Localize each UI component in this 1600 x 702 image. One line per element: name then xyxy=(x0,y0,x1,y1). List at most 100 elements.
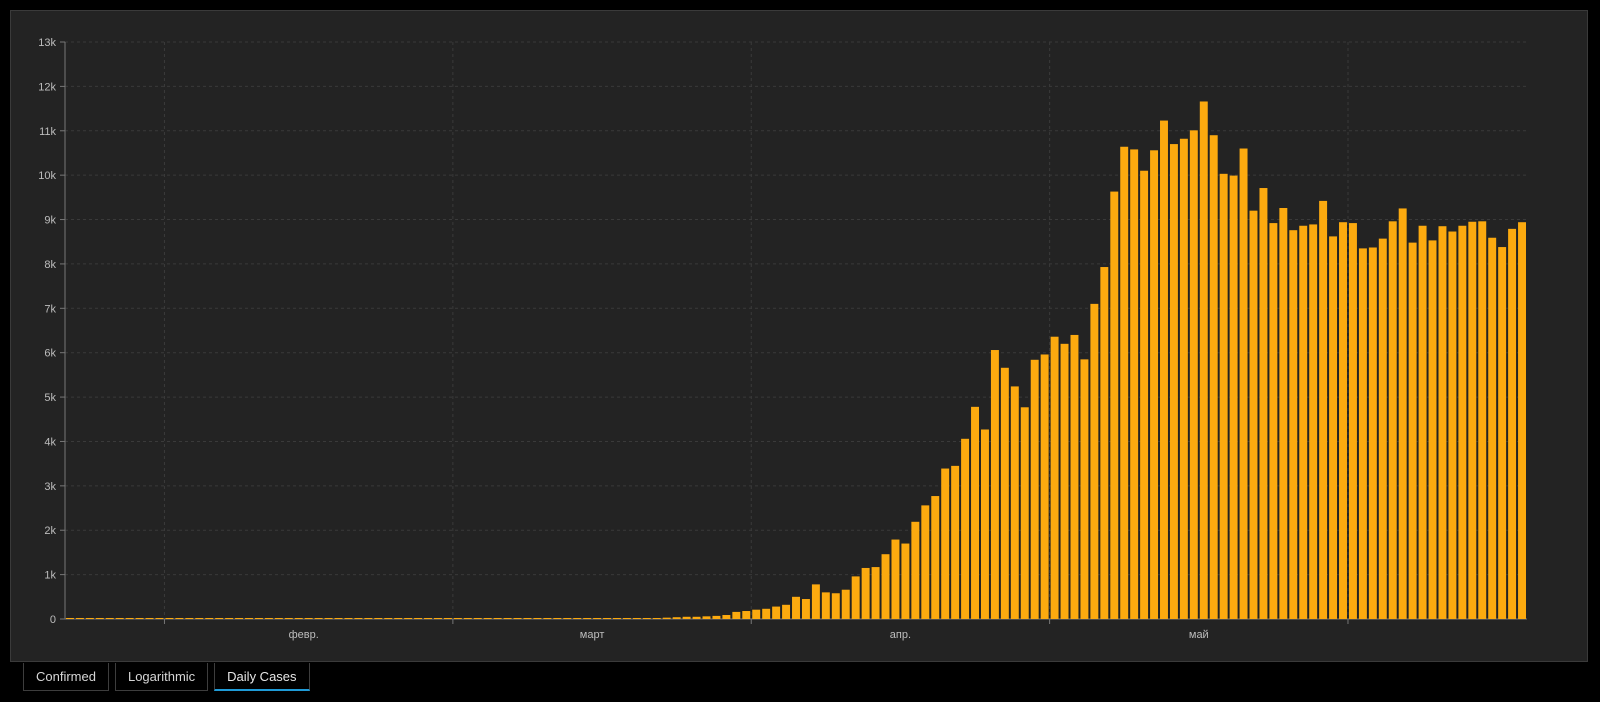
data-bar xyxy=(1070,334,1079,619)
data-bar xyxy=(811,584,820,619)
data-bar xyxy=(205,618,214,619)
y-tick-label: 0 xyxy=(50,614,56,626)
data-bar xyxy=(792,596,800,619)
x-tick-label: март xyxy=(580,629,605,641)
y-tick-label: 10k xyxy=(38,170,56,182)
data-bar xyxy=(115,618,124,619)
chart-view-tabs: Confirmed Logarithmic Daily Cases xyxy=(23,663,310,693)
data-bar xyxy=(941,468,950,619)
data-bar xyxy=(264,618,273,619)
data-bar xyxy=(871,567,880,619)
data-bar xyxy=(483,618,492,619)
data-bar xyxy=(1209,135,1218,619)
data-bar xyxy=(1169,144,1178,619)
data-bar xyxy=(145,618,154,619)
data-bar xyxy=(980,429,989,619)
data-bar xyxy=(245,618,253,619)
data-bar xyxy=(414,618,423,619)
data-bar xyxy=(543,618,552,619)
data-bar xyxy=(105,618,114,619)
data-bar xyxy=(324,618,333,619)
data-bar xyxy=(1478,221,1487,619)
y-tick-label: 1k xyxy=(44,570,56,582)
data-bar xyxy=(1120,146,1129,619)
data-bar xyxy=(125,618,134,619)
data-bar xyxy=(1498,247,1507,619)
data-bar xyxy=(1150,150,1159,620)
y-tick-label: 8k xyxy=(44,259,56,271)
data-bar xyxy=(1249,210,1258,619)
data-bar xyxy=(652,618,661,619)
data-bar xyxy=(1259,188,1268,619)
data-bar xyxy=(1189,130,1198,619)
data-bar xyxy=(553,618,562,619)
data-bar xyxy=(1468,221,1477,619)
data-bar xyxy=(712,615,721,619)
data-bar xyxy=(1130,149,1139,619)
data-bar xyxy=(722,615,731,619)
tab-logarithmic[interactable]: Logarithmic xyxy=(114,663,209,691)
data-bar xyxy=(1378,238,1387,619)
tab-daily-cases[interactable]: Daily Cases xyxy=(214,663,310,691)
data-bar xyxy=(1020,407,1029,619)
data-bar xyxy=(453,618,462,619)
data-bar xyxy=(1160,120,1168,619)
data-bar xyxy=(374,618,383,619)
data-bar xyxy=(931,496,940,619)
data-bar xyxy=(1438,226,1447,619)
data-bar xyxy=(583,618,592,619)
data-bar xyxy=(1428,240,1437,619)
data-bar xyxy=(274,618,283,619)
data-bar xyxy=(1219,173,1228,619)
data-bar xyxy=(443,618,452,619)
data-bar xyxy=(593,618,602,619)
data-bar xyxy=(782,604,791,619)
data-bar xyxy=(314,618,323,619)
data-bar xyxy=(613,618,621,619)
x-tick-label: апр. xyxy=(890,629,911,641)
data-bar xyxy=(1050,336,1059,619)
data-bar xyxy=(294,618,303,619)
chart-panel: 0 1k 2k 3k 4k 5k 6k 7k 8k 9k 10k 11k 12k 13k февр. март… xyxy=(10,10,1588,662)
y-tick-label: 7k xyxy=(44,303,56,315)
x-tick-label: февр. xyxy=(289,629,319,641)
data-bar xyxy=(1398,208,1407,619)
data-bar xyxy=(1040,354,1049,619)
data-bar xyxy=(1299,225,1308,619)
y-tick-label: 5k xyxy=(44,392,56,404)
data-bar xyxy=(1448,231,1457,619)
data-bar xyxy=(1388,221,1397,619)
x-tick-label: май xyxy=(1189,629,1209,641)
y-tick-label: 12k xyxy=(38,81,56,93)
data-bar xyxy=(1488,237,1497,620)
y-tick-label: 13k xyxy=(38,37,56,49)
data-bar xyxy=(752,609,761,619)
data-bar xyxy=(891,539,900,619)
data-bar xyxy=(185,618,194,619)
data-bar xyxy=(1408,242,1417,619)
data-bar xyxy=(533,618,542,619)
data-bar xyxy=(1368,247,1377,619)
tab-confirmed[interactable]: Confirmed xyxy=(23,663,109,691)
data-bar xyxy=(165,618,174,619)
y-tick-label: 9k xyxy=(44,215,56,227)
data-bar xyxy=(1199,101,1208,620)
data-bar xyxy=(1508,228,1517,620)
y-tick-label: 4k xyxy=(44,436,56,448)
data-bar xyxy=(75,618,84,619)
data-bar xyxy=(1348,223,1357,619)
data-bar xyxy=(772,606,781,619)
data-bar xyxy=(573,618,582,619)
data-bar xyxy=(632,618,641,619)
data-bar xyxy=(1090,303,1099,619)
data-bar xyxy=(901,543,910,619)
data-bar xyxy=(1110,191,1119,619)
data-bar xyxy=(433,618,442,619)
data-bar xyxy=(563,618,572,619)
data-bar xyxy=(463,618,472,619)
data-bar xyxy=(384,618,393,619)
data-bar xyxy=(85,618,94,619)
y-tick-label: 11k xyxy=(39,126,56,138)
daily-cases-chart: 0 1k 2k 3k 4k 5k 6k 7k 8k 9k 10k 11k 12k 13k февр. март… xyxy=(38,37,1527,641)
data-bar xyxy=(881,554,890,619)
